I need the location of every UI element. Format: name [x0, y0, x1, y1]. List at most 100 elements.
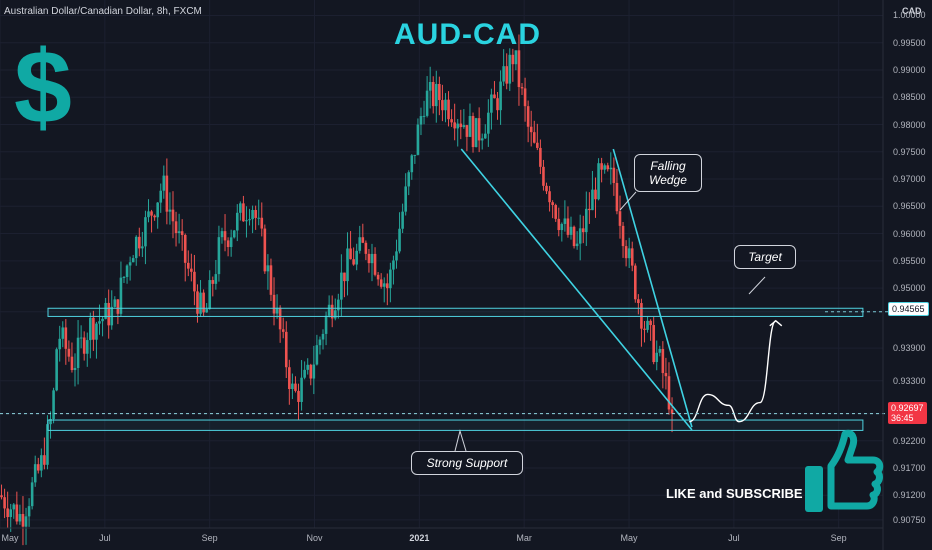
candle-body	[70, 356, 74, 371]
candle-body	[64, 327, 68, 349]
candle-body	[275, 307, 279, 314]
candle-body	[171, 209, 175, 222]
time-tick-label: Nov	[306, 533, 323, 543]
zone-strong-support	[47, 419, 864, 431]
candle-body	[621, 225, 625, 247]
candle-body	[536, 142, 539, 148]
target-callout: Target	[734, 245, 796, 269]
price-tick-label: 0.98500	[893, 92, 926, 103]
candle-body	[6, 508, 9, 518]
candle-body	[591, 189, 594, 211]
resistance-price-tag: 0.94565	[888, 302, 929, 316]
support-callout-pointer	[454, 429, 467, 452]
candle-body	[367, 253, 371, 264]
candle-body	[220, 231, 224, 238]
candle-body	[281, 329, 285, 332]
candle-body	[493, 94, 496, 99]
candle-body	[468, 116, 472, 137]
candle-body	[379, 279, 383, 287]
candle-body	[116, 299, 120, 314]
candle-body	[649, 320, 652, 326]
candle-body	[413, 154, 417, 156]
price-tick-label: 0.93300	[893, 375, 926, 386]
candle-body	[159, 190, 163, 203]
candle-body	[33, 464, 37, 483]
candle-body	[190, 268, 193, 272]
candle-body	[306, 364, 309, 370]
candle-body	[438, 83, 441, 101]
time-tick-label: May	[1, 533, 19, 543]
price-tick-label: 0.90750	[893, 514, 926, 525]
thumbs-up-icon	[805, 429, 884, 512]
candle-body	[288, 367, 291, 389]
candle-body	[245, 220, 248, 222]
zone-target	[47, 307, 864, 317]
candle-series	[0, 34, 674, 546]
candle-body	[248, 219, 251, 221]
candle-body	[138, 236, 141, 249]
candle-body	[343, 272, 346, 282]
candle-body	[291, 383, 294, 389]
candle-body	[269, 265, 273, 295]
candle-body	[202, 292, 205, 313]
candle-body	[196, 291, 199, 314]
candle-body	[520, 87, 524, 89]
candle-body	[303, 369, 306, 378]
projection-arrow	[689, 319, 783, 423]
candle-body	[144, 217, 147, 247]
time-tick-label: Sep	[830, 533, 847, 543]
time-tick-label: Sep	[201, 533, 218, 543]
candle-body	[627, 248, 631, 259]
bar-countdown: 36:45	[891, 413, 914, 423]
candle-body	[551, 202, 554, 206]
candle-body	[373, 253, 377, 275]
candle-body	[89, 317, 92, 341]
candle-body	[58, 338, 62, 350]
candle-body	[92, 317, 95, 340]
candle-body	[156, 202, 159, 218]
candle-body	[370, 253, 374, 264]
candle-body	[333, 310, 337, 319]
candle-body	[618, 211, 622, 226]
candle-body	[52, 390, 55, 420]
candle-body	[76, 337, 80, 368]
candle-body	[652, 325, 655, 363]
candle-body	[122, 276, 126, 278]
candle-body	[168, 209, 172, 212]
candle-body	[214, 274, 218, 284]
candle-body	[670, 409, 674, 414]
candle-body	[386, 283, 389, 289]
candle-body	[315, 345, 319, 365]
candle-body	[82, 337, 86, 354]
candle-body	[597, 163, 600, 200]
candle-body	[251, 210, 254, 220]
candle-body	[462, 125, 466, 128]
candle-body	[162, 175, 166, 191]
target-callout-pointer	[748, 276, 766, 295]
candle-body	[107, 302, 110, 326]
time-tick-label: May	[620, 533, 638, 543]
wedge-line	[460, 148, 693, 431]
candle-body	[272, 294, 276, 314]
candle-body	[46, 424, 49, 465]
candle-body	[223, 231, 227, 241]
candle-body	[517, 50, 521, 88]
current-price-value: 0.92697	[891, 403, 924, 413]
candle-body	[624, 246, 628, 259]
candle-body	[358, 237, 362, 251]
candle-body	[284, 331, 288, 368]
candle-body	[609, 167, 613, 170]
candle-body	[217, 237, 221, 275]
candle-body	[242, 203, 245, 222]
candle-body	[407, 172, 411, 187]
candle-body	[312, 364, 316, 379]
time-tick-label: Jul	[728, 533, 740, 543]
candle-body	[496, 98, 499, 111]
candle-body	[453, 122, 456, 129]
candle-body	[330, 304, 334, 319]
price-tick-label: 0.93900	[893, 343, 926, 354]
candle-body	[95, 323, 98, 340]
candle-body	[364, 242, 368, 254]
candle-body	[566, 218, 570, 235]
candle-body	[3, 497, 6, 509]
